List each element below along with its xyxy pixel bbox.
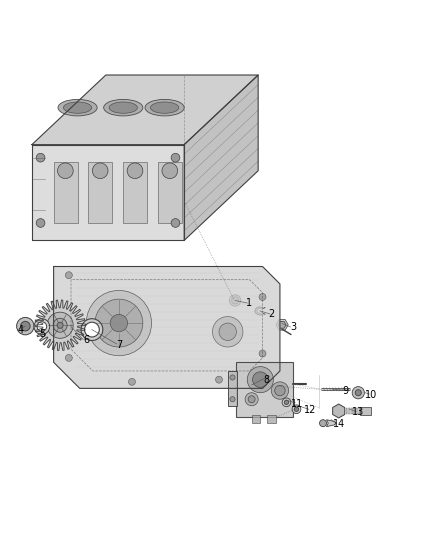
Text: 7: 7 (116, 340, 122, 350)
Circle shape (282, 398, 291, 407)
Text: 2: 2 (268, 309, 274, 319)
Polygon shape (326, 419, 336, 426)
Text: 3: 3 (290, 322, 296, 333)
Bar (356, 408, 358, 414)
Circle shape (232, 297, 239, 304)
Bar (53, 162, 78, 223)
Circle shape (57, 163, 73, 179)
Circle shape (259, 350, 266, 357)
Ellipse shape (145, 99, 184, 116)
Bar (252, 415, 260, 423)
Text: 1: 1 (247, 298, 253, 309)
Circle shape (215, 376, 223, 383)
Circle shape (284, 400, 289, 405)
Text: 4: 4 (18, 325, 24, 335)
Bar (123, 162, 147, 223)
Circle shape (21, 321, 30, 331)
Circle shape (92, 163, 108, 179)
Text: 6: 6 (83, 335, 89, 345)
Polygon shape (35, 300, 85, 351)
Bar (237, 362, 293, 417)
Bar (346, 408, 347, 414)
Ellipse shape (64, 102, 92, 114)
Circle shape (230, 375, 235, 380)
Polygon shape (276, 320, 288, 330)
Text: 13: 13 (352, 407, 364, 417)
Ellipse shape (58, 99, 97, 116)
Circle shape (171, 154, 180, 162)
Circle shape (352, 386, 364, 399)
Circle shape (36, 154, 45, 162)
Circle shape (162, 163, 178, 179)
Circle shape (37, 322, 47, 332)
Circle shape (95, 299, 143, 347)
Bar (351, 408, 353, 414)
Circle shape (230, 295, 241, 306)
Circle shape (247, 367, 273, 393)
Circle shape (275, 385, 285, 396)
Circle shape (219, 323, 237, 341)
Text: 5: 5 (39, 329, 46, 339)
Bar (158, 162, 182, 223)
Circle shape (17, 318, 34, 335)
Circle shape (248, 396, 255, 403)
Circle shape (110, 314, 127, 332)
Circle shape (65, 354, 72, 361)
Polygon shape (32, 144, 184, 240)
Polygon shape (332, 404, 345, 418)
Circle shape (65, 272, 72, 279)
Circle shape (271, 382, 289, 399)
Bar (360, 407, 371, 415)
Text: 8: 8 (264, 375, 270, 385)
Circle shape (85, 322, 99, 337)
Circle shape (86, 290, 152, 356)
Circle shape (53, 318, 67, 332)
Polygon shape (184, 75, 258, 240)
Text: 11: 11 (291, 399, 304, 409)
Circle shape (253, 372, 268, 387)
Circle shape (171, 219, 180, 228)
Circle shape (212, 317, 243, 347)
Circle shape (355, 390, 361, 396)
Text: 12: 12 (304, 405, 317, 415)
Circle shape (292, 405, 301, 414)
Circle shape (128, 378, 135, 385)
Circle shape (259, 294, 266, 301)
Bar (88, 162, 113, 223)
Text: 10: 10 (365, 390, 378, 400)
Bar (267, 415, 276, 423)
Circle shape (320, 419, 326, 426)
Circle shape (230, 397, 235, 402)
Circle shape (245, 393, 258, 406)
Circle shape (47, 312, 73, 338)
Polygon shape (53, 266, 280, 389)
Bar (228, 371, 237, 406)
Circle shape (34, 319, 49, 334)
Circle shape (81, 319, 103, 341)
Bar (359, 408, 360, 414)
Circle shape (127, 163, 143, 179)
Ellipse shape (104, 99, 143, 116)
Circle shape (36, 219, 45, 228)
Bar (353, 408, 355, 414)
Ellipse shape (109, 102, 138, 114)
Ellipse shape (150, 102, 179, 114)
Text: 14: 14 (332, 419, 345, 429)
Circle shape (294, 407, 299, 411)
Polygon shape (32, 75, 258, 144)
Text: 9: 9 (342, 385, 348, 395)
Circle shape (57, 322, 63, 328)
Polygon shape (278, 321, 286, 328)
Bar (348, 408, 350, 414)
